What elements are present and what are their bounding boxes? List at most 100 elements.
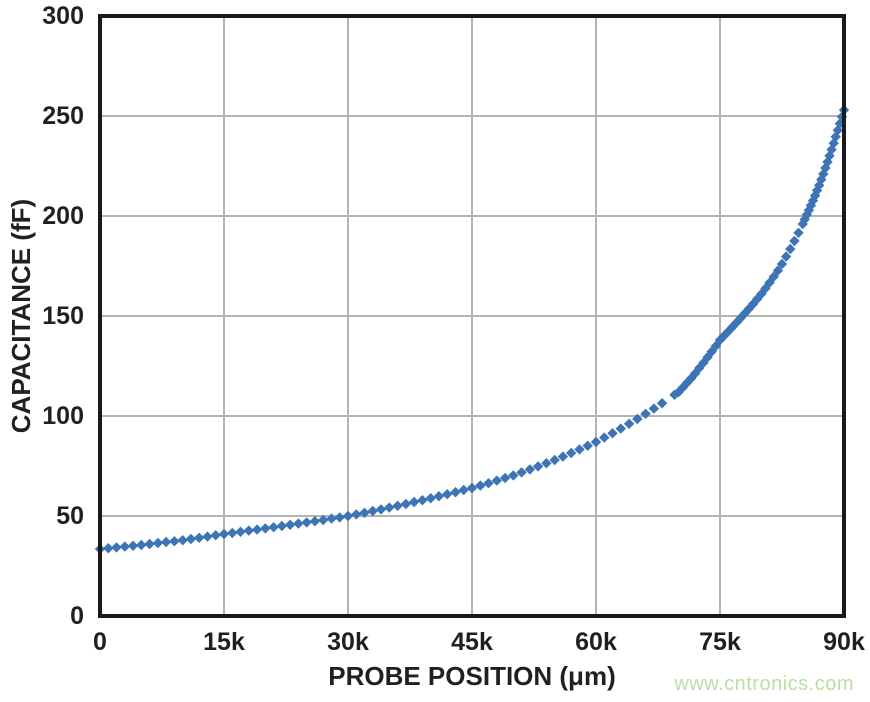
data-point-marker <box>532 461 544 472</box>
data-point-marker <box>433 491 445 502</box>
data-point-marker <box>408 496 420 508</box>
data-point-marker <box>177 535 188 546</box>
data-point-marker <box>772 265 784 276</box>
data-point-marker <box>194 532 205 543</box>
data-point-marker <box>830 131 841 142</box>
data-point-marker <box>342 510 354 522</box>
data-point-marker <box>119 541 130 552</box>
data-point-marker <box>799 214 810 225</box>
y-tick-label: 300 <box>42 2 84 30</box>
data-point-marker <box>747 298 759 310</box>
data-point-marker <box>656 398 668 409</box>
data-point-marker <box>677 382 688 393</box>
data-point-marker <box>694 362 705 374</box>
data-point-marker <box>475 480 486 491</box>
data-point-marker <box>816 174 827 185</box>
data-point-marker <box>384 502 395 513</box>
plot-frame <box>98 14 846 618</box>
data-point-marker <box>301 517 312 528</box>
data-point-marker <box>367 505 378 517</box>
gridlines <box>100 16 844 616</box>
data-point-marker <box>756 288 767 300</box>
x-tick-label: 0 <box>93 628 107 656</box>
data-point-marker <box>375 504 387 515</box>
data-point-marker <box>690 368 701 379</box>
y-tick-label: 0 <box>70 602 84 630</box>
data-point-marker <box>293 518 304 529</box>
data-point-marker <box>764 277 775 288</box>
x-axis-title: PROBE POSITION (μm) <box>328 661 616 691</box>
data-point-marker <box>466 482 478 494</box>
data-point-marker <box>607 428 618 439</box>
data-point-marker <box>185 533 197 545</box>
data-point-marker <box>268 522 279 533</box>
data-point-marker <box>789 235 800 247</box>
data-point-marker <box>811 185 823 196</box>
data-point-marker <box>111 542 122 553</box>
data-point-marker <box>400 498 412 510</box>
data-point-marker <box>826 144 837 155</box>
data-point-marker <box>326 513 337 524</box>
data-point-marker <box>673 386 684 398</box>
data-point-marker <box>516 467 527 478</box>
data-point-marker <box>210 530 221 541</box>
data-point-marker <box>566 447 577 459</box>
x-tick-label: 90k <box>823 628 865 656</box>
data-point-marker <box>160 536 172 548</box>
data-point-marker <box>284 519 296 530</box>
data-point-marker <box>590 436 602 448</box>
data-point-marker <box>574 444 585 455</box>
data-point-marker <box>144 538 155 550</box>
data-point-marker <box>768 271 779 282</box>
data-point-marker <box>809 190 821 201</box>
data-point-marker <box>615 423 626 434</box>
data-point-marker <box>706 346 717 357</box>
data-point-marker <box>251 524 263 535</box>
data-point-marker <box>640 408 651 419</box>
data-point-marker <box>801 209 812 220</box>
data-point-marker <box>425 493 436 504</box>
data-point-marker <box>309 516 321 527</box>
data-point-marker <box>739 308 750 319</box>
data-point-marker <box>793 227 804 238</box>
data-point-marker <box>458 484 469 496</box>
data-point-marker <box>392 500 403 511</box>
data-point-marker <box>752 293 763 305</box>
data-point-marker <box>780 251 792 262</box>
data-point-marker <box>599 432 610 443</box>
data-point-marker <box>218 528 230 540</box>
data-point-marker <box>648 403 660 414</box>
data-point-marker <box>524 464 536 475</box>
watermark: www.cntronics.com <box>674 673 854 695</box>
data-point-marker <box>127 540 139 551</box>
data-point-marker <box>718 330 730 341</box>
y-tick-label: 50 <box>56 502 84 530</box>
data-point-marker <box>814 180 825 191</box>
data-point-marker <box>491 475 502 486</box>
capacitance-series <box>94 104 850 555</box>
data-point-marker <box>417 495 428 506</box>
y-tick-label: 250 <box>42 102 84 130</box>
data-point-marker <box>549 454 560 466</box>
data-point-marker <box>202 531 213 542</box>
x-tick-label: 60k <box>575 628 617 656</box>
x-tick-label: 45k <box>451 628 493 656</box>
x-tick-label: 15k <box>203 628 245 656</box>
data-point-marker <box>557 451 569 462</box>
data-point-marker <box>820 162 831 174</box>
data-point-marker <box>499 472 511 484</box>
data-point-marker <box>318 514 329 526</box>
data-point-marker <box>450 487 461 498</box>
data-point-marker <box>632 413 643 425</box>
data-point-marker <box>818 168 829 180</box>
data-point-marker <box>276 520 288 532</box>
y-tick-label: 100 <box>42 402 84 430</box>
x-tick-label: 30k <box>327 628 369 656</box>
data-point-marker <box>797 218 808 230</box>
data-point-marker <box>152 537 164 549</box>
y-tick-label: 200 <box>42 202 84 230</box>
data-point-marker <box>103 543 114 554</box>
data-point-marker <box>828 138 839 149</box>
